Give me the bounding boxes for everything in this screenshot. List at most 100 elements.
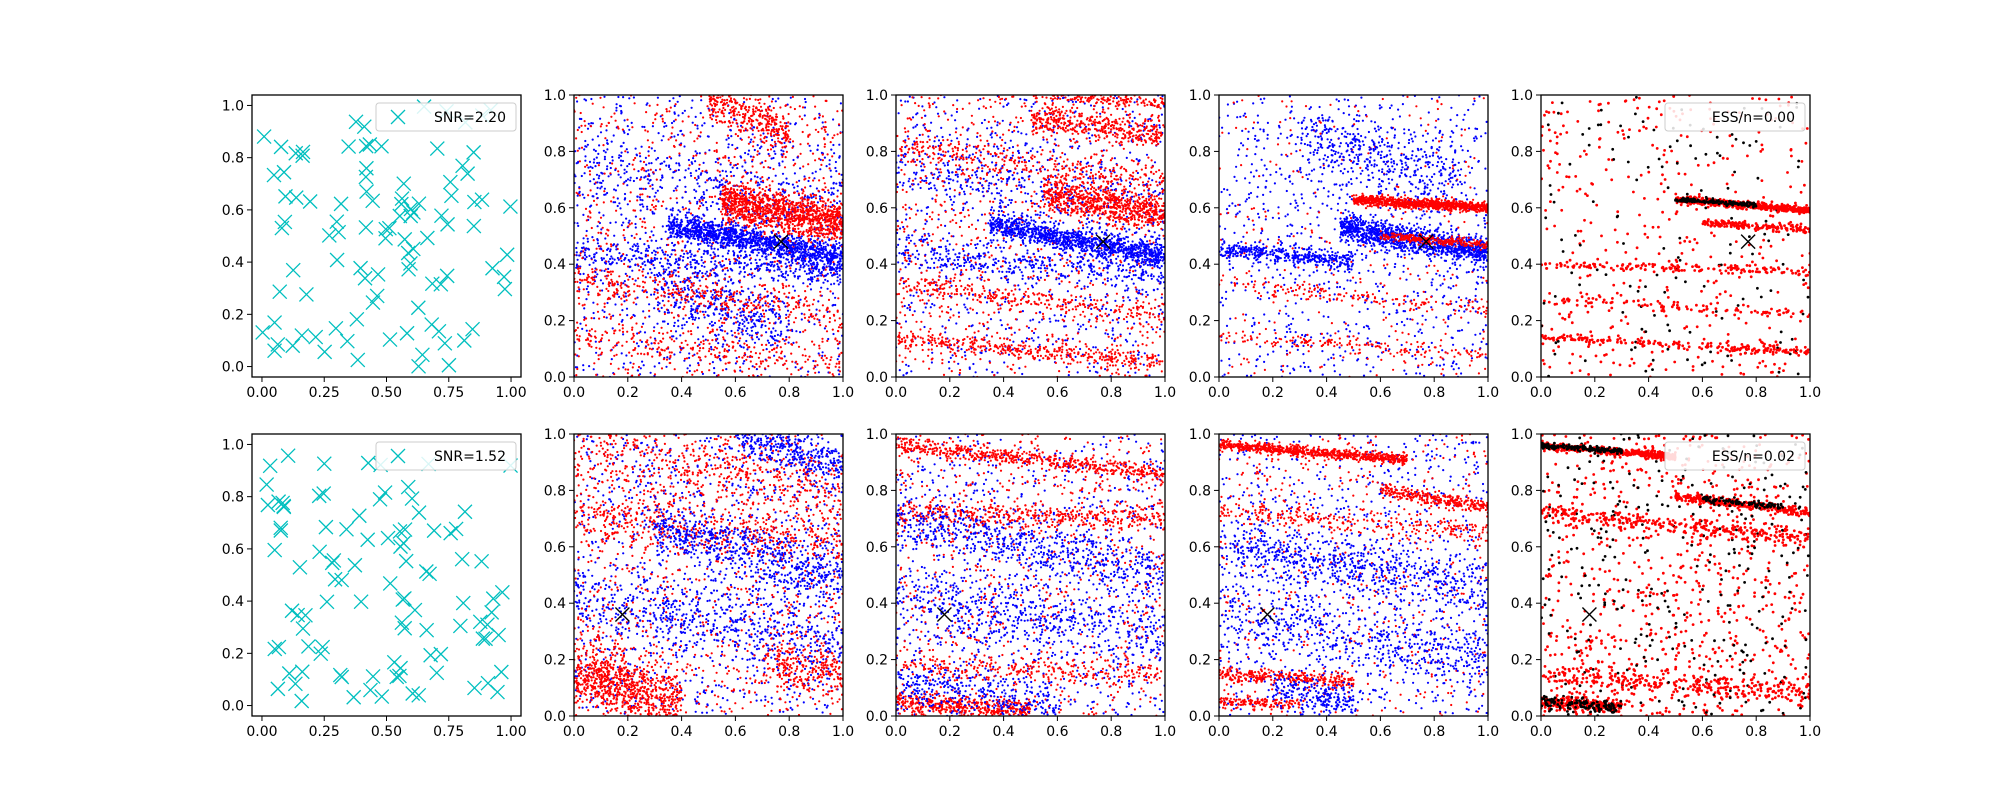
- density-point: [794, 227, 797, 231]
- density-point: [827, 298, 831, 301]
- density-point: [808, 210, 812, 213]
- density-point: [710, 320, 713, 323]
- density-point: [773, 199, 776, 202]
- density-point: [609, 317, 612, 320]
- density-point: [719, 198, 723, 201]
- density-point: [656, 251, 659, 254]
- density-point: [593, 317, 596, 320]
- density-point: [609, 166, 612, 170]
- density-point: [672, 189, 676, 192]
- density-point: [591, 271, 594, 274]
- density-point: [801, 118, 804, 121]
- density-point: [639, 367, 642, 370]
- density-point: [782, 181, 785, 184]
- density-point: [805, 272, 808, 275]
- density-point: [581, 327, 584, 330]
- density-point: [693, 233, 696, 236]
- density-point: [818, 157, 821, 160]
- density-point: [760, 217, 763, 220]
- density-point: [669, 136, 672, 139]
- density-point: [764, 309, 768, 312]
- density-point: [762, 206, 765, 209]
- sample-point: [397, 231, 413, 247]
- density-point: [739, 270, 742, 273]
- density-point: [754, 312, 758, 316]
- sample-point: [396, 176, 412, 192]
- density-point: [680, 348, 683, 351]
- sample-point: [277, 214, 293, 230]
- density-point: [652, 329, 656, 333]
- density-point: [747, 149, 751, 152]
- density-point: [736, 134, 740, 138]
- density-point: [654, 253, 657, 256]
- density-point: [783, 339, 786, 342]
- density-point: [808, 176, 811, 179]
- density-point: [644, 187, 647, 190]
- density-point: [777, 313, 781, 316]
- density-point: [669, 264, 673, 267]
- density-point: [676, 229, 679, 232]
- density-point: [628, 219, 631, 222]
- density-point: [797, 227, 800, 230]
- density-point: [749, 216, 752, 219]
- density-point: [676, 263, 680, 266]
- density-point: [685, 250, 688, 253]
- density-point: [749, 194, 752, 197]
- density-point: [769, 166, 772, 169]
- density-point: [728, 240, 731, 244]
- density-point: [620, 224, 624, 227]
- density-point: [632, 96, 636, 99]
- density-point: [700, 256, 703, 259]
- density-point: [710, 230, 713, 233]
- density-point: [838, 181, 841, 184]
- density-point: [825, 165, 828, 168]
- density-point: [717, 333, 720, 336]
- density-point: [609, 248, 612, 251]
- density-point: [603, 302, 606, 305]
- density-point: [675, 337, 678, 340]
- density-point: [689, 228, 692, 231]
- density-point: [787, 206, 791, 209]
- density-point: [670, 213, 673, 216]
- density-point: [818, 207, 821, 210]
- sample-point: [419, 230, 435, 246]
- density-point: [713, 303, 716, 306]
- density-point: [743, 275, 746, 278]
- density-point: [802, 239, 805, 242]
- density-point: [691, 373, 694, 376]
- density-point: [831, 373, 834, 376]
- density-point: [757, 319, 760, 322]
- density-point: [814, 170, 817, 173]
- density-point: [802, 257, 806, 260]
- density-point: [659, 179, 662, 182]
- density-point: [634, 250, 637, 253]
- density-point: [640, 187, 643, 190]
- density-point: [777, 182, 781, 185]
- density-point: [691, 224, 694, 227]
- density-point: [696, 271, 699, 275]
- density-point: [807, 319, 810, 322]
- density-point: [631, 126, 634, 129]
- density-point: [664, 250, 667, 253]
- density-point: [614, 119, 617, 122]
- density-point: [772, 156, 775, 160]
- density-point: [587, 122, 590, 125]
- density-point: [721, 213, 724, 216]
- density-point: [690, 106, 693, 109]
- sample-point: [317, 344, 333, 360]
- density-point: [755, 171, 758, 174]
- density-point: [829, 141, 832, 144]
- density-point: [695, 307, 698, 310]
- density-point: [829, 290, 832, 293]
- density-point: [814, 117, 817, 120]
- density-point: [585, 329, 588, 332]
- y-tick-label: 0.2: [222, 307, 244, 323]
- density-point: [684, 228, 687, 232]
- density-point: [770, 230, 773, 233]
- density-point: [819, 259, 823, 262]
- density-point: [760, 362, 763, 365]
- density-point: [644, 249, 648, 252]
- density-point: [601, 258, 604, 262]
- density-point: [796, 206, 799, 209]
- density-point: [757, 231, 760, 234]
